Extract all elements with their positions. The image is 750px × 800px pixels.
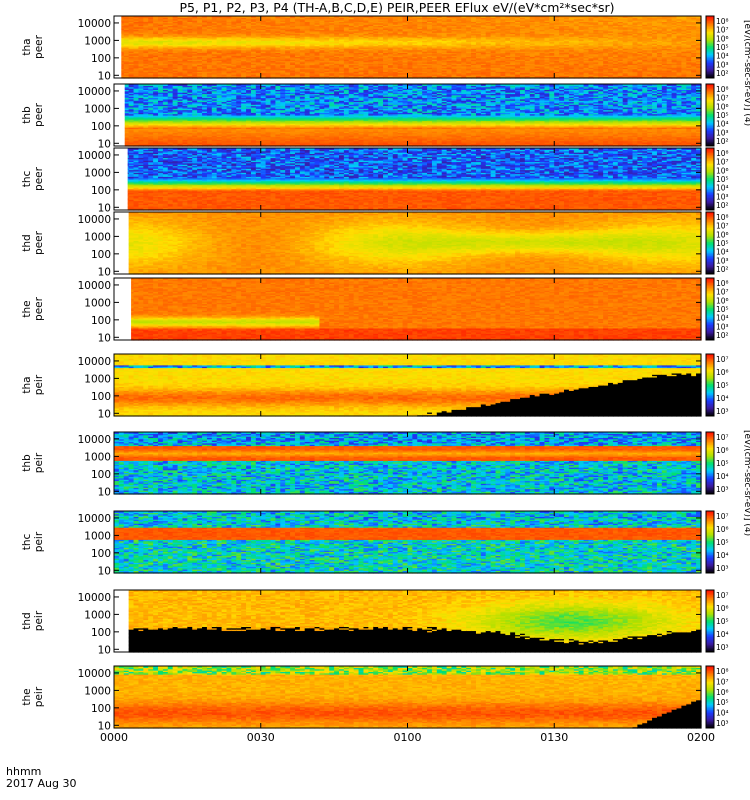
chart-title: P5, P1, P2, P3, P4 (TH-A,B,C,D,E) PEIR,P…: [179, 0, 614, 15]
spectrogram-mesh: [121, 16, 701, 79]
